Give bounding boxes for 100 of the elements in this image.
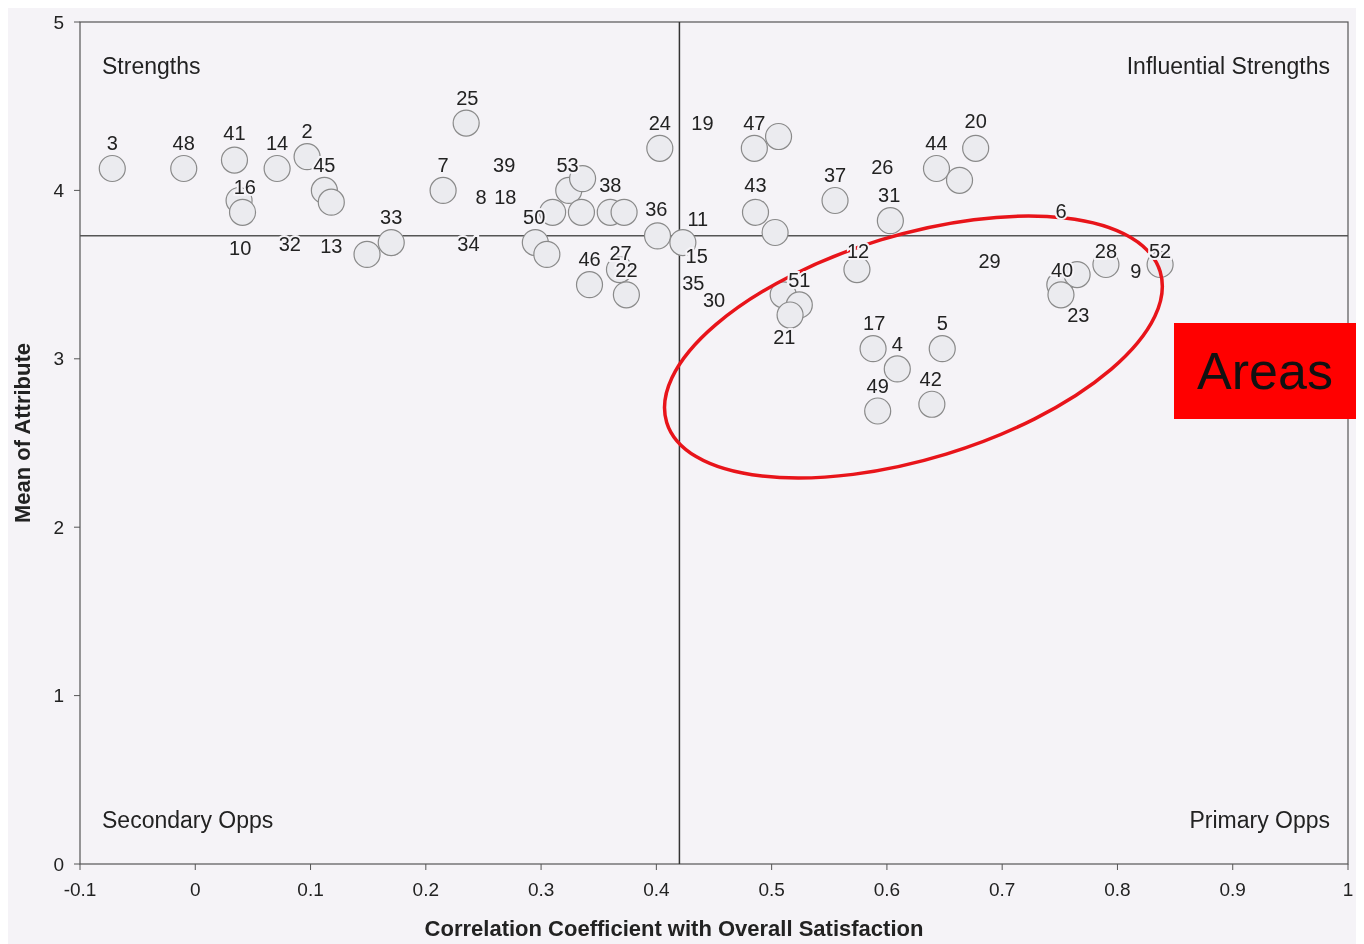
annotation: 10	[229, 236, 252, 259]
x-tick-label: 0.3	[527, 879, 555, 900]
point	[429, 176, 457, 204]
y-tick-label: 2	[53, 516, 64, 538]
point	[740, 134, 768, 162]
point	[610, 198, 638, 226]
y-tick-label: 1	[53, 685, 64, 707]
point	[317, 188, 345, 216]
annotation: 11	[687, 208, 709, 231]
annotation: 51	[788, 268, 811, 291]
annotation: Influential Strengths	[1126, 53, 1330, 79]
point	[918, 390, 946, 418]
annotation: 37	[823, 164, 847, 187]
point	[876, 207, 904, 235]
annotation: 17	[863, 312, 886, 335]
point	[741, 198, 770, 226]
annotation: 31	[878, 184, 901, 207]
annotation: 36	[645, 197, 668, 220]
annotation: 34	[457, 233, 480, 256]
annotation: 32	[278, 233, 301, 256]
annotation: 33	[380, 206, 403, 229]
x-tick-label: 0.7	[988, 879, 1016, 900]
point	[922, 154, 951, 183]
annotation: 18	[494, 186, 517, 209]
point	[859, 335, 887, 363]
point	[220, 146, 249, 174]
annotation: 9	[1130, 260, 1142, 283]
point	[612, 281, 640, 309]
point	[761, 218, 789, 247]
x-tick-label: 0.4	[643, 879, 670, 900]
y-tick-label: 5	[53, 11, 64, 33]
annotation: 21	[773, 325, 796, 348]
annotation: 27	[609, 241, 632, 264]
annotation: 3	[106, 132, 118, 155]
annotation: 26	[871, 155, 894, 178]
annotation: 23	[1067, 304, 1090, 327]
annotation: 45	[313, 154, 336, 177]
point	[646, 134, 674, 162]
annotation: 29	[978, 250, 1001, 273]
x-tick-label: 0.9	[1219, 879, 1246, 900]
point	[98, 154, 126, 183]
annotation: 46	[578, 248, 601, 271]
point	[1047, 281, 1075, 309]
point	[567, 198, 596, 226]
annotation: 43	[744, 174, 767, 197]
annotation: 2	[301, 120, 313, 143]
annotation: 50	[523, 206, 546, 229]
annotation: 39	[493, 154, 516, 177]
y-tick-label: 3	[53, 348, 64, 370]
x-tick-label: 0.5	[758, 879, 785, 900]
y-tick-label: 4	[53, 179, 65, 201]
point	[864, 397, 892, 425]
annotation: 44	[925, 132, 948, 155]
x-tick-label: -0.1	[63, 879, 97, 900]
annotation: 8	[475, 186, 487, 209]
annotation: 52	[1148, 240, 1172, 263]
annotation: 19	[691, 112, 714, 135]
x-tick-label: 0	[189, 879, 201, 900]
annotation: 40	[1051, 258, 1074, 281]
point	[945, 166, 974, 194]
annotation: Areas	[1197, 342, 1333, 400]
y-axis-title: Mean of Attribute	[10, 342, 35, 524]
point	[575, 271, 604, 299]
point	[962, 134, 990, 162]
annotation: 28	[1094, 240, 1118, 263]
annotation: 49	[866, 374, 889, 397]
point	[228, 198, 257, 226]
annotation: 35	[682, 272, 705, 295]
annotation: 13	[320, 234, 343, 257]
point	[928, 335, 956, 363]
x-tick-label: 0.8	[1104, 879, 1131, 900]
point	[353, 240, 381, 268]
point	[377, 229, 405, 257]
point	[452, 109, 480, 137]
annotation: 47	[743, 112, 766, 135]
annotation: 30	[702, 288, 726, 311]
annotation: 14	[265, 132, 289, 155]
y-tick-label: 0	[53, 853, 64, 875]
x-axis-title: Correlation Coefficient with Overall Satisfaction	[424, 916, 924, 941]
x-tick-label: 1	[1342, 879, 1354, 900]
point	[776, 301, 804, 329]
annotation: 7	[437, 154, 449, 177]
annotation: Strengths	[102, 53, 201, 79]
annotation: Primary Opps	[1189, 807, 1330, 833]
annotation: 53	[556, 154, 579, 177]
annotation: 48	[172, 132, 195, 155]
x-tick-label: 0.1	[297, 879, 324, 900]
annotation: 41	[223, 122, 246, 145]
point	[170, 154, 198, 183]
annotation: Secondary Opps	[102, 807, 274, 833]
annotation: 20	[964, 110, 987, 133]
point	[263, 154, 291, 183]
point	[533, 240, 561, 268]
annotation: 5	[936, 312, 948, 335]
annotation: 38	[599, 174, 622, 197]
point	[643, 222, 672, 250]
annotation: 25	[456, 86, 479, 109]
annotation: 15	[685, 245, 708, 268]
annotation: 4	[891, 332, 903, 355]
x-tick-label: 0.2	[412, 879, 440, 900]
